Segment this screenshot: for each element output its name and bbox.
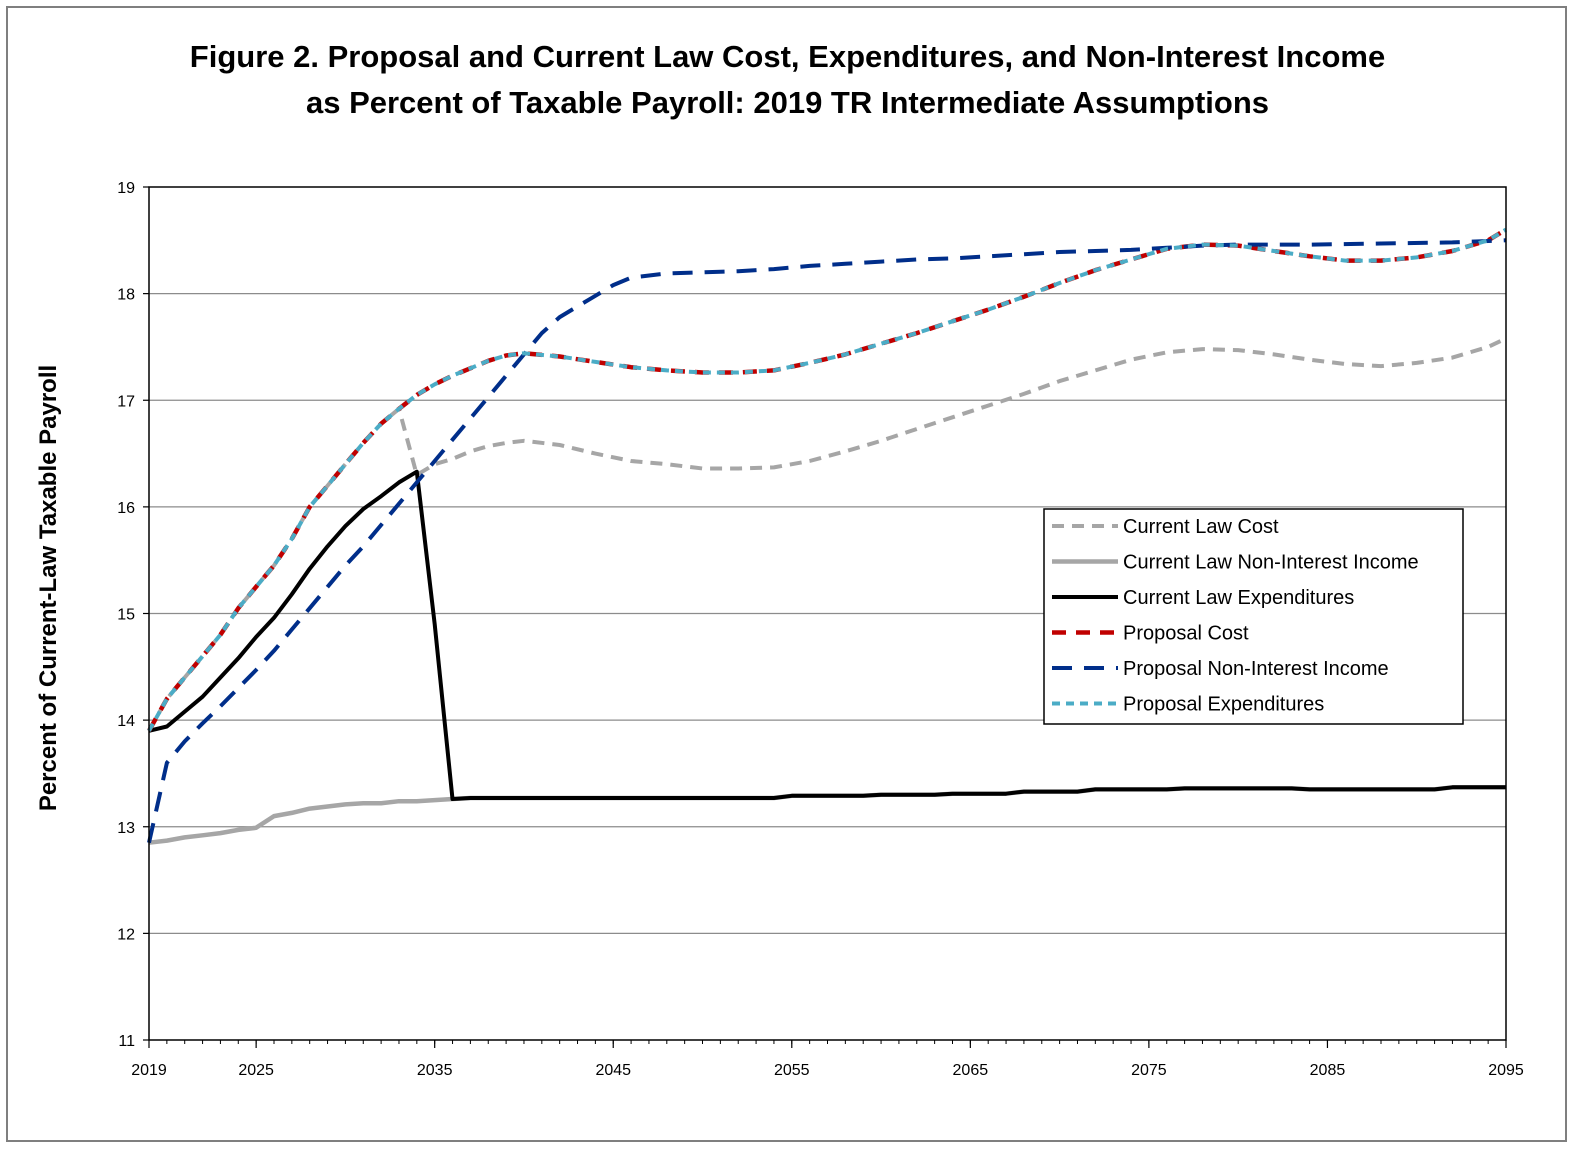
x-tick-label: 2075 bbox=[1131, 1062, 1167, 1079]
y-tick-label: 12 bbox=[117, 926, 135, 943]
y-tick-label: 19 bbox=[117, 180, 135, 197]
x-tick-label: 2065 bbox=[953, 1062, 989, 1079]
legend-label: Proposal Non-Interest Income bbox=[1123, 658, 1389, 680]
y-tick-label: 18 bbox=[117, 287, 135, 304]
chart-title-line1: Figure 2. Proposal and Current Law Cost,… bbox=[189, 39, 1386, 74]
legend-label: Proposal Cost bbox=[1123, 623, 1249, 645]
y-tick-label: 11 bbox=[118, 1033, 135, 1050]
x-tick-label: 2019 bbox=[131, 1062, 167, 1079]
series-line-6 bbox=[147, 227, 1508, 732]
legend-label: Current Law Expenditures bbox=[1123, 587, 1354, 609]
chart-subtitle: as Percent of Taxable Payroll: 2019 TR I… bbox=[305, 85, 1270, 120]
series-line-5 bbox=[147, 238, 1507, 844]
legend-label: Current Law Non-Interest Income bbox=[1123, 552, 1419, 574]
y-tick-label: 13 bbox=[117, 820, 135, 837]
y-axis-label: Percent of Current-Law Taxable Payroll bbox=[35, 365, 62, 811]
legend-box bbox=[1043, 508, 1464, 725]
series-layer bbox=[147, 227, 1508, 845]
x-tick-label: 2025 bbox=[238, 1062, 274, 1079]
legend-label: Proposal Expenditures bbox=[1123, 694, 1324, 716]
y-tick-label: 16 bbox=[117, 500, 135, 517]
x-tick-label: 2045 bbox=[595, 1062, 631, 1079]
legend-label: Current Law Cost bbox=[1123, 516, 1279, 538]
y-tick-label: 17 bbox=[117, 393, 135, 410]
series-line-3 bbox=[148, 469, 1506, 801]
legend: Current Law Cost Current Law Non-Interest… bbox=[1043, 508, 1464, 725]
y-tick-label: 14 bbox=[117, 713, 135, 730]
x-tick-label: 2095 bbox=[1488, 1062, 1524, 1079]
axis-ticks: 11 12 13 14 15 16 17 18 19 2019 2025 2035 2045 2055 20… bbox=[117, 180, 1524, 1079]
y-tick-label: 15 bbox=[117, 607, 135, 624]
x-tick-label: 2055 bbox=[774, 1062, 810, 1079]
chart-title: Figure 2. Proposal and Current Law Cost,… bbox=[0, 34, 1575, 126]
x-tick-label: 2085 bbox=[1310, 1062, 1346, 1079]
x-tick-label: 2035 bbox=[417, 1062, 453, 1079]
